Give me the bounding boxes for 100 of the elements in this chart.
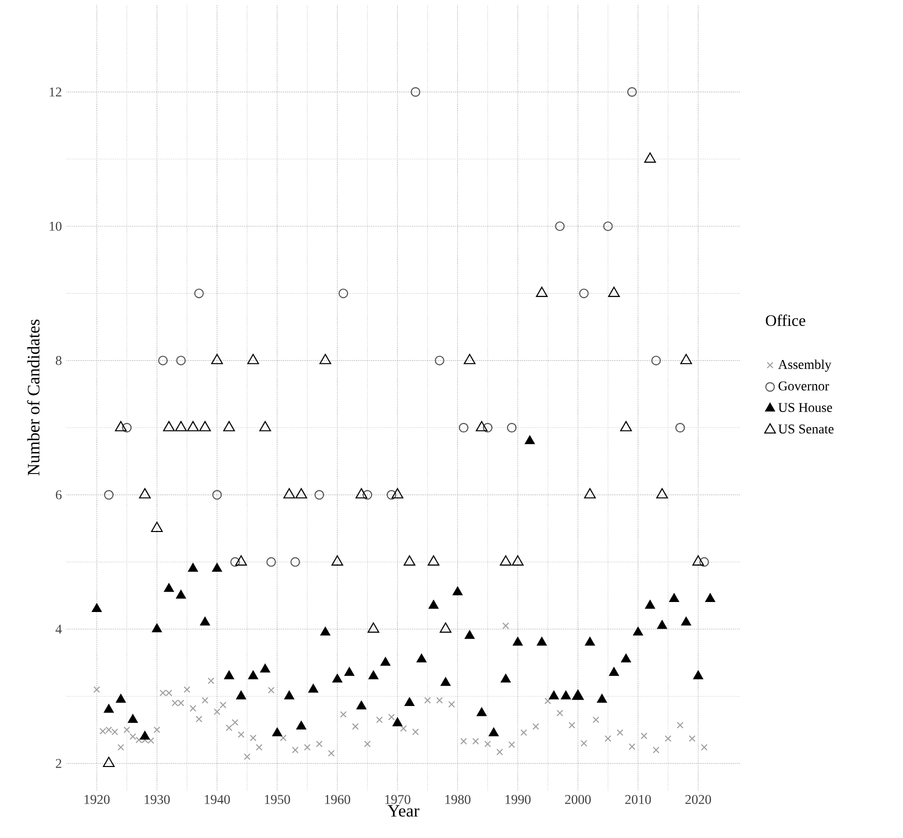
point bbox=[314, 490, 324, 500]
point bbox=[260, 664, 270, 672]
point bbox=[392, 717, 402, 726]
point bbox=[187, 420, 199, 432]
point bbox=[440, 622, 452, 633]
point bbox=[404, 697, 414, 706]
point bbox=[645, 600, 655, 609]
point bbox=[644, 152, 656, 163]
y-tick-label: 10 bbox=[50, 222, 62, 231]
point bbox=[104, 704, 114, 713]
point bbox=[114, 420, 127, 432]
point bbox=[476, 707, 487, 716]
legend-label: Assembly bbox=[778, 359, 832, 372]
point bbox=[548, 690, 559, 700]
point bbox=[122, 422, 132, 432]
point bbox=[434, 356, 444, 366]
point bbox=[536, 636, 547, 646]
point bbox=[332, 674, 342, 682]
point bbox=[164, 583, 174, 592]
legend-title: Office bbox=[766, 314, 806, 326]
point bbox=[158, 356, 168, 366]
point bbox=[579, 288, 589, 298]
point bbox=[428, 555, 440, 566]
point bbox=[163, 420, 175, 432]
point bbox=[368, 622, 380, 633]
point bbox=[380, 656, 390, 666]
x-tick-label: 1980 bbox=[445, 794, 470, 804]
x-tick-label: 1930 bbox=[144, 794, 170, 804]
point bbox=[621, 654, 631, 662]
point bbox=[410, 87, 420, 97]
point bbox=[362, 490, 372, 500]
point bbox=[699, 557, 709, 567]
y-tick-label: 12 bbox=[50, 87, 62, 96]
x-tick-label: 1970 bbox=[385, 794, 410, 804]
point bbox=[693, 670, 704, 680]
point bbox=[128, 714, 138, 723]
point bbox=[440, 677, 451, 686]
point bbox=[224, 670, 234, 680]
point bbox=[584, 488, 596, 498]
point bbox=[308, 684, 318, 692]
x-tick-label: 2000 bbox=[565, 794, 591, 804]
point bbox=[284, 690, 294, 700]
point bbox=[212, 562, 222, 572]
point bbox=[627, 87, 637, 97]
x-tick-label: 1960 bbox=[325, 794, 350, 804]
point bbox=[230, 557, 240, 567]
point bbox=[211, 354, 223, 364]
point bbox=[608, 286, 620, 297]
point bbox=[464, 630, 475, 639]
x-tick-label: 1940 bbox=[204, 794, 230, 804]
point bbox=[452, 586, 463, 596]
point bbox=[524, 435, 535, 444]
x-tick-label: 1990 bbox=[506, 794, 531, 804]
x-axis-title: Year bbox=[388, 805, 420, 817]
point bbox=[259, 420, 272, 432]
point bbox=[692, 555, 704, 566]
point bbox=[92, 603, 102, 612]
point bbox=[512, 636, 523, 646]
point bbox=[176, 590, 186, 598]
point bbox=[248, 670, 258, 680]
legend-label: Governor bbox=[778, 381, 830, 390]
point bbox=[331, 555, 344, 566]
point bbox=[705, 593, 716, 602]
legend-label: US House bbox=[778, 402, 832, 412]
point bbox=[651, 356, 661, 366]
x-tick-label: 2020 bbox=[685, 794, 712, 804]
point bbox=[290, 557, 300, 567]
point bbox=[139, 488, 151, 498]
point bbox=[506, 422, 517, 432]
point bbox=[386, 490, 396, 500]
point bbox=[188, 562, 198, 572]
y-tick-label: 6 bbox=[56, 490, 62, 500]
point bbox=[633, 626, 643, 636]
point bbox=[368, 670, 378, 680]
point bbox=[458, 422, 468, 432]
point bbox=[620, 420, 632, 432]
y-tick-label: 4 bbox=[56, 624, 62, 634]
point bbox=[295, 488, 308, 498]
point bbox=[152, 623, 162, 632]
point bbox=[560, 690, 571, 700]
point bbox=[296, 720, 306, 730]
point bbox=[657, 620, 668, 629]
y-tick-label: 2 bbox=[56, 758, 62, 768]
point bbox=[247, 354, 259, 364]
point bbox=[603, 221, 613, 231]
point bbox=[392, 488, 404, 498]
point bbox=[200, 616, 210, 626]
point bbox=[680, 354, 692, 364]
point bbox=[356, 700, 366, 710]
x-tick-label: 1950 bbox=[265, 794, 290, 804]
point bbox=[175, 420, 187, 432]
point bbox=[555, 221, 565, 231]
point bbox=[356, 488, 368, 498]
point bbox=[223, 420, 235, 432]
point bbox=[656, 488, 668, 498]
point bbox=[236, 690, 246, 700]
legend-label: US Senate bbox=[778, 424, 834, 434]
point bbox=[272, 727, 282, 736]
y-tick-label: 8 bbox=[56, 356, 62, 365]
x-tick-label: 2010 bbox=[625, 794, 651, 804]
